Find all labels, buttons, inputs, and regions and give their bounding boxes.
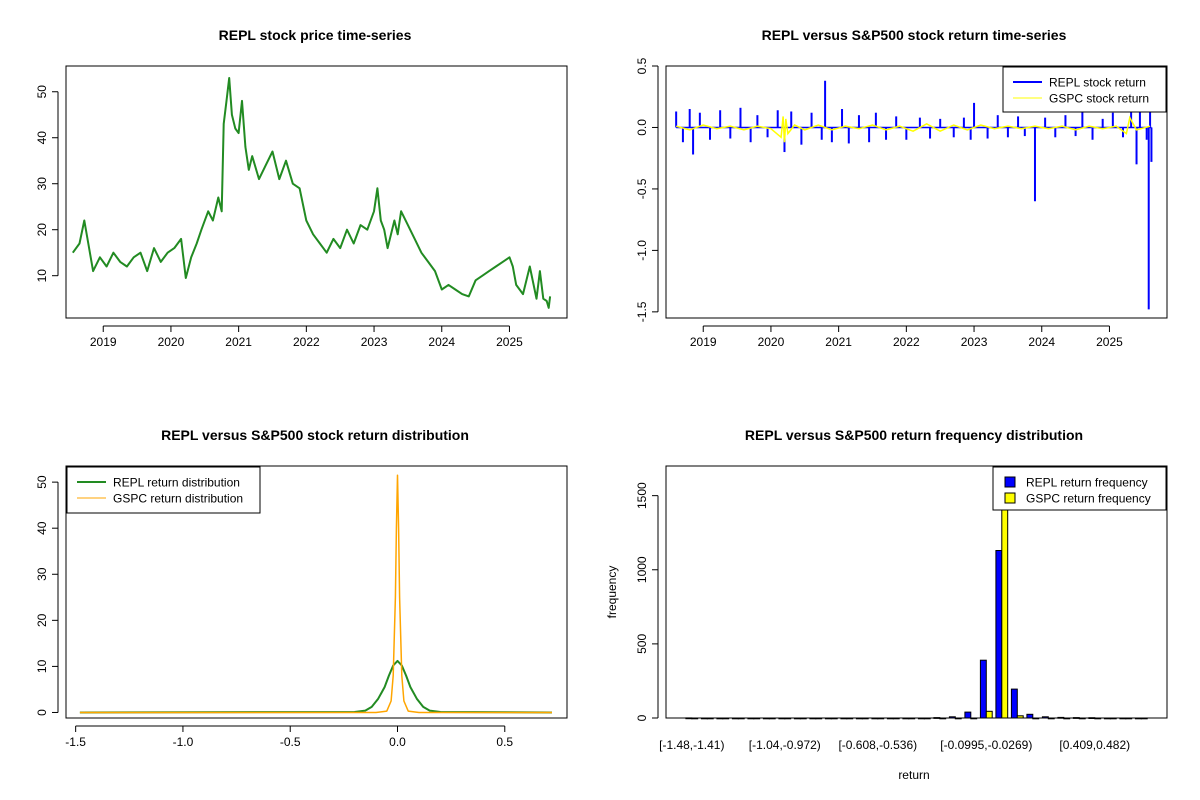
y-tick-label: 0.0 xyxy=(635,119,649,136)
series-group xyxy=(79,474,553,714)
panel-density: REPL versus S&P500 stock return distribu… xyxy=(35,427,568,749)
legend-label-repl: REPL stock return xyxy=(1049,76,1146,90)
axes-group: 2019 2020 2021 2022 2023 2024 2025 -1.5 -1.0 -0.5… xyxy=(635,57,1123,349)
y-tick-label: 10 xyxy=(35,269,49,283)
x-tick-label: 2020 xyxy=(758,335,785,349)
x-tick-label: 2023 xyxy=(361,335,388,349)
legend-label-gspc: GSPC stock return xyxy=(1049,92,1149,106)
x-tick-label: [-0.0995,-0.0269) xyxy=(940,738,1032,752)
series-line-gspc-return xyxy=(676,115,1151,143)
x-tick-label: 2023 xyxy=(961,335,988,349)
y-axis-label: frequency xyxy=(605,566,619,619)
y-tick-label: 50 xyxy=(35,475,49,489)
legend-box xyxy=(1002,66,1167,113)
y-tick-label: 0.5 xyxy=(635,57,649,74)
legend-swatch-gspc xyxy=(1004,492,1016,504)
y-tick-label: 1500 xyxy=(635,482,649,509)
legend-label-gspc: GSPC return distribution xyxy=(113,492,243,506)
y-tick-label: 0 xyxy=(35,709,49,716)
bar-repl xyxy=(995,550,1003,719)
plot-frame xyxy=(665,65,1168,319)
chart-title: REPL versus S&P500 return frequency dist… xyxy=(745,427,1083,443)
x-tick-label: [-1.04,-0.972) xyxy=(749,738,821,752)
bar-repl xyxy=(1026,713,1034,719)
series-group xyxy=(71,77,552,309)
legend: REPL return distribution GSPC return dis… xyxy=(66,466,261,514)
bar-gspc xyxy=(985,710,993,719)
plot-frame xyxy=(65,65,568,319)
y-tick-label: 40 xyxy=(35,521,49,535)
x-tick-label: [0.409,0.482) xyxy=(1059,738,1130,752)
x-tick-label: 2020 xyxy=(158,335,185,349)
chart-title: REPL versus S&P500 stock return time-ser… xyxy=(762,27,1067,43)
y-tick-label: 0 xyxy=(635,714,649,721)
y-tick-label: -1.0 xyxy=(635,240,649,261)
y-tick-label: 1000 xyxy=(635,556,649,583)
series-line-repl-price xyxy=(71,77,552,309)
x-tick-label: 2019 xyxy=(90,335,117,349)
axes-group: 2019 2020 2021 2022 2023 2024 2025 10 20 30 40 50 xyxy=(35,85,523,349)
legend-box xyxy=(66,466,261,514)
series-group xyxy=(675,80,1153,310)
legend-box xyxy=(992,466,1167,511)
legend: REPL stock return GSPC stock return xyxy=(1002,66,1167,113)
axes-group: 0 500 1000 1500 [-1.48,-1.41) [-1.04,-0.972) [… xyxy=(635,482,1130,752)
series-line-gspc-density xyxy=(79,474,552,714)
y-tick-label: 500 xyxy=(635,634,649,654)
x-tick-label: 2024 xyxy=(1028,335,1055,349)
plot-frame xyxy=(65,465,568,719)
y-tick-label: -0.5 xyxy=(635,178,649,199)
x-tick-label: 2022 xyxy=(293,335,320,349)
y-tick-label: 30 xyxy=(35,177,49,191)
x-tick-label: 2025 xyxy=(1096,335,1123,349)
x-tick-label: -0.5 xyxy=(280,735,301,749)
x-tick-label: -1.0 xyxy=(173,735,194,749)
series-line-repl-density xyxy=(79,659,553,714)
x-tick-label: 2024 xyxy=(428,335,455,349)
legend-label-gspc: GSPC return frequency xyxy=(1026,492,1151,506)
x-tick-label: 2021 xyxy=(825,335,852,349)
y-tick-label: -1.5 xyxy=(635,301,649,322)
chart-title: REPL versus S&P500 stock return distribu… xyxy=(161,427,469,443)
legend-label-repl: REPL return distribution xyxy=(113,476,240,490)
panel-price: REPL stock price time-series 2019 2020 202… xyxy=(35,27,568,349)
legend-label-repl: REPL return frequency xyxy=(1026,476,1148,490)
y-tick-label: 30 xyxy=(35,567,49,581)
panel-returns: REPL versus S&P500 stock return time-ser… xyxy=(635,27,1168,349)
bar-repl xyxy=(964,711,972,719)
legend-swatch-repl xyxy=(1004,476,1016,488)
x-tick-label: 0.0 xyxy=(389,735,406,749)
x-axis-label: return xyxy=(898,768,929,782)
x-tick-label: 2019 xyxy=(690,335,717,349)
x-tick-label: 2022 xyxy=(893,335,920,349)
x-tick-label: [-0.608,-0.536) xyxy=(838,738,917,752)
y-tick-label: 40 xyxy=(35,131,49,145)
y-tick-label: 50 xyxy=(35,85,49,99)
x-tick-label: 2021 xyxy=(225,335,252,349)
chart-title: REPL stock price time-series xyxy=(219,27,412,43)
y-tick-label: 10 xyxy=(35,659,49,673)
x-tick-label: 2025 xyxy=(496,335,523,349)
bar-repl xyxy=(1010,688,1018,719)
x-tick-label: [-1.48,-1.41) xyxy=(659,738,724,752)
y-tick-label: 20 xyxy=(35,223,49,237)
y-tick-label: 20 xyxy=(35,613,49,627)
axes-group: -1.5 -1.0 -0.5 0.0 0.5 0 10 20 30 40 50 xyxy=(35,475,513,749)
plot-frame xyxy=(665,465,1168,719)
legend: REPL return frequency GSPC return freque… xyxy=(992,466,1167,511)
bar-repl xyxy=(979,659,987,719)
x-tick-label: 0.5 xyxy=(496,735,513,749)
panel-histogram: REPL versus S&P500 return frequency dist… xyxy=(605,427,1168,782)
x-tick-label: -1.5 xyxy=(65,735,86,749)
